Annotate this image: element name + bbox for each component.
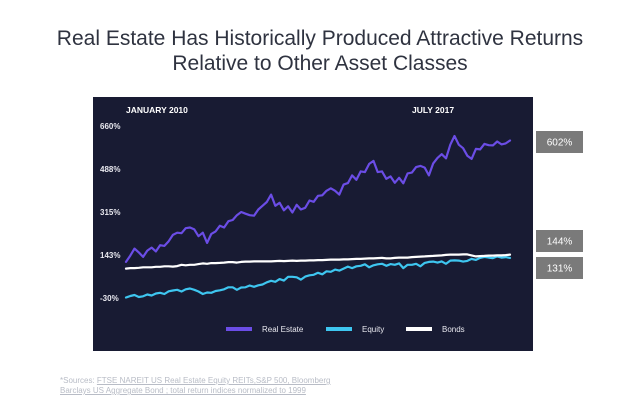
end-badge-label-equity: 131% <box>547 264 573 275</box>
y-tick-labels: 660% 488% 315% 143% -30% <box>100 122 120 303</box>
y-tick-label: 315% <box>100 208 120 217</box>
date-label-end: JULY 2017 <box>412 105 454 115</box>
sources-link[interactable]: FTSE NAREIT US Real Estate Equity REITs,… <box>96 376 331 385</box>
chart-title-line-2: Relative to Other Asset Classes <box>172 52 468 75</box>
chart-title-line-1: Real Estate Has Historically Produced At… <box>56 27 584 50</box>
series-lines <box>124 134 512 299</box>
sources-prefix: *Sources: <box>60 376 97 385</box>
series-line-equity <box>124 255 512 299</box>
series-line-real-estate <box>124 134 512 263</box>
y-tick-label: 660% <box>100 122 120 131</box>
legend: Real Estate Equity Bonds <box>226 325 465 334</box>
sources-note: *Sources: FTSE NAREIT US Real Estate Equ… <box>60 376 380 396</box>
date-label-start: JANUARY 2010 <box>126 105 188 115</box>
end-badge-label-real-estate: 602% <box>547 138 573 149</box>
end-value-badges: 602% 131% 144% <box>536 131 583 279</box>
legend-label-real-estate: Real Estate <box>262 325 304 334</box>
series-line-bonds <box>124 253 512 270</box>
chart-title: Real Estate Has Historically Produced At… <box>0 26 640 76</box>
y-tick-label: 143% <box>100 251 120 260</box>
end-badge-bonds <box>536 230 583 252</box>
chart-panel <box>93 97 533 351</box>
end-badge-real-estate <box>536 131 583 153</box>
y-tick-label: 488% <box>100 165 120 174</box>
y-tick-label: -30% <box>100 294 119 303</box>
legend-label-bonds: Bonds <box>442 325 465 334</box>
end-badge-equity <box>536 257 583 279</box>
end-badge-label-bonds: 144% <box>547 237 573 248</box>
legend-label-equity: Equity <box>362 325 384 334</box>
sources-rest[interactable]: Barclays US Aggregate Bond ; total retur… <box>60 386 306 395</box>
